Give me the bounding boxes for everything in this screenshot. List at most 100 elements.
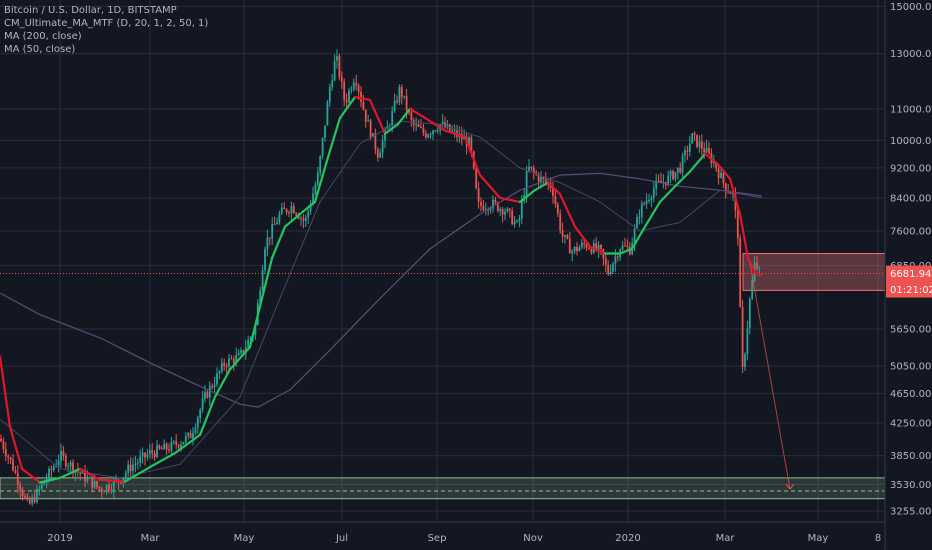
y-tick-label: 5050.00: [890, 362, 931, 373]
candle-body: [158, 445, 161, 449]
candle-body: [225, 366, 228, 368]
candle-body: [398, 87, 401, 103]
ma-mtf-segment: [728, 177, 742, 216]
candle-body: [57, 460, 60, 466]
candle-body: [468, 137, 470, 147]
candle-body: [511, 210, 514, 225]
candle-body: [338, 56, 341, 77]
candle-body: [98, 486, 101, 489]
ma-mtf-segment: [618, 247, 634, 255]
candle-body: [168, 449, 170, 451]
candle-body: [148, 450, 151, 455]
candle-body: [379, 152, 382, 158]
candle-body: [612, 263, 614, 272]
candle-body: [254, 324, 257, 335]
candle-body: [304, 217, 307, 221]
candle-body: [513, 221, 516, 225]
candle-body: [151, 450, 154, 454]
ma-mtf-segment: [173, 433, 202, 455]
x-tick-label: Sep: [428, 533, 447, 544]
legend-indicator-ma200: MA (200, close): [4, 31, 82, 42]
ma-mtf-segment: [260, 257, 274, 300]
candle-body: [278, 213, 281, 223]
candle-body: [312, 193, 314, 205]
y-tick-label: 3255.00: [890, 507, 931, 518]
candle-body: [139, 456, 142, 463]
y-tick-label: 7600.00: [890, 227, 931, 238]
candle-body: [446, 124, 449, 128]
x-tick-label: May: [234, 533, 255, 544]
candle-body: [674, 171, 677, 180]
candle-body: [748, 298, 751, 328]
ma-mtf-segment: [753, 271, 764, 277]
ma-mtf-segment: [558, 192, 577, 228]
candle-body: [292, 205, 295, 213]
candle-body: [213, 384, 216, 388]
candle-body: [405, 95, 408, 111]
candle-body: [367, 120, 370, 122]
candle-body: [585, 244, 588, 249]
candle-body: [681, 155, 684, 173]
x-tick-label: 8: [875, 533, 881, 544]
y-tick-label: 10000.00: [890, 136, 932, 147]
candle-body: [96, 481, 98, 487]
candle-body: [340, 76, 343, 82]
candle-body: [662, 181, 665, 183]
candle-body: [295, 212, 298, 216]
candle-body: [38, 488, 41, 490]
candle-body: [554, 195, 557, 205]
candle-body: [328, 87, 331, 103]
candle-body: [494, 199, 497, 203]
candle-body: [247, 340, 250, 348]
candle-body: [136, 462, 139, 464]
candle-body: [69, 462, 72, 467]
x-tick-label: Nov: [523, 533, 543, 544]
candle-body: [120, 482, 122, 484]
ma-mtf-segment: [270, 225, 287, 260]
candle-body: [345, 99, 348, 103]
candle-body: [688, 143, 691, 152]
candle-body: [751, 280, 754, 299]
candle-body: [288, 212, 290, 214]
candle-body: [720, 172, 722, 178]
candle-body: [650, 197, 653, 200]
candle-body: [712, 162, 715, 164]
candle-body: [542, 177, 545, 179]
candle-body: [88, 477, 91, 479]
candle-body: [48, 468, 50, 480]
y-tick-label: 4250.00: [890, 419, 931, 430]
candle-body: [482, 205, 485, 210]
ma-mtf-segment: [283, 212, 302, 228]
y-tick-label: 13000.00: [890, 49, 932, 60]
candle-body: [530, 166, 533, 169]
candle-body: [50, 468, 53, 471]
ma-mtf-segment: [0, 355, 12, 429]
candle-body: [403, 95, 406, 97]
candle-body: [415, 124, 418, 126]
candle-body: [657, 180, 660, 182]
candle-body: [698, 141, 701, 147]
candle-body: [129, 464, 132, 472]
candle-body: [268, 237, 271, 239]
candle-body: [52, 466, 55, 471]
candle-body: [552, 187, 554, 196]
candle-body: [501, 208, 504, 215]
candle-body: [595, 243, 598, 250]
candle-body: [165, 443, 168, 450]
candle-body: [9, 457, 12, 460]
candle-body: [196, 417, 199, 428]
ma-mtf-segment: [716, 163, 732, 180]
candle-body: [604, 258, 607, 265]
candle-body: [237, 352, 240, 356]
y-tick-label: 5650.00: [890, 324, 931, 335]
candle-body: [504, 211, 506, 215]
ma-mtf-segment: [546, 181, 562, 196]
candle-body: [360, 92, 362, 102]
ma-mtf-segment: [463, 135, 482, 177]
ma-mtf-segment: [588, 245, 607, 255]
candle-body: [132, 464, 134, 472]
candle-body: [540, 177, 542, 182]
candle-body: [285, 209, 288, 213]
candle-body: [103, 491, 106, 493]
